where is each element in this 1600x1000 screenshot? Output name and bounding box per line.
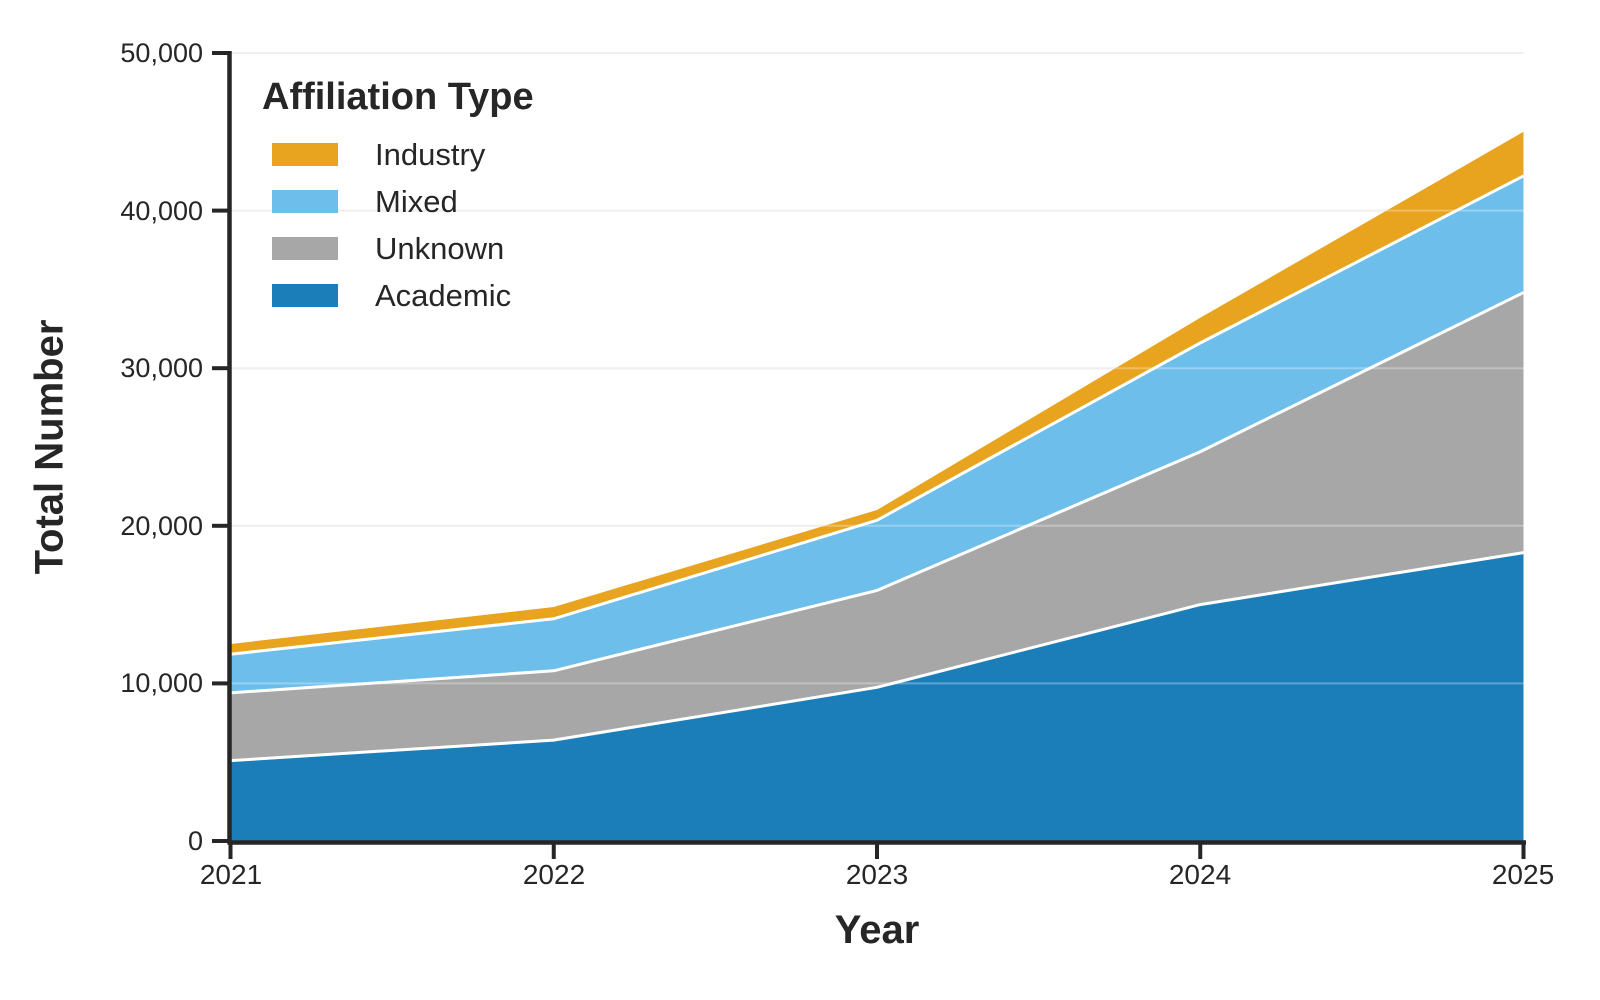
- x-tick-label: 2024: [1168, 859, 1232, 890]
- legend-swatch-icon: [272, 284, 338, 307]
- legend-swatch-icon: [272, 237, 338, 260]
- gridlines-overlay: [230, 52, 1524, 685]
- x-axis-title: Year: [834, 908, 920, 952]
- x-tick-label: 2021: [199, 859, 263, 890]
- legend-row: Mixed: [262, 178, 534, 225]
- area-academic: [230, 552, 1524, 841]
- x-tick-label: 2023: [845, 859, 909, 890]
- legend: Affiliation Type Industry Mixed Unknown …: [262, 76, 534, 319]
- legend-row: Industry: [262, 131, 534, 178]
- legend-item-label: Industry: [375, 136, 486, 172]
- legend-title: Affiliation Type: [262, 76, 534, 118]
- legend-item-label: Mixed: [375, 183, 458, 219]
- legend-row: Unknown: [262, 225, 534, 272]
- y-tick-label: 0: [187, 826, 203, 856]
- y-axis-title: Total Number: [27, 319, 72, 575]
- legend-swatch-icon: [272, 190, 338, 213]
- y-tick-label: 10,000: [120, 668, 203, 698]
- layer-separator-lines: [230, 174, 1525, 763]
- area-layers: [230, 131, 1524, 842]
- legend-item-label: Unknown: [375, 230, 505, 266]
- legend-swatch-icon: [272, 143, 338, 166]
- axes-spines-and-ticks: [212, 51, 1526, 859]
- y-tick-label: 30,000: [120, 353, 203, 383]
- x-tick-label: 2025: [1491, 859, 1555, 890]
- y-tick-label: 20,000: [120, 511, 203, 541]
- x-tick-label: 2022: [522, 859, 586, 890]
- y-tick-label: 40,000: [120, 196, 203, 226]
- y-tick-label: 50,000: [120, 38, 203, 68]
- legend-row: Academic: [262, 272, 534, 319]
- legend-item-label: Academic: [375, 277, 512, 313]
